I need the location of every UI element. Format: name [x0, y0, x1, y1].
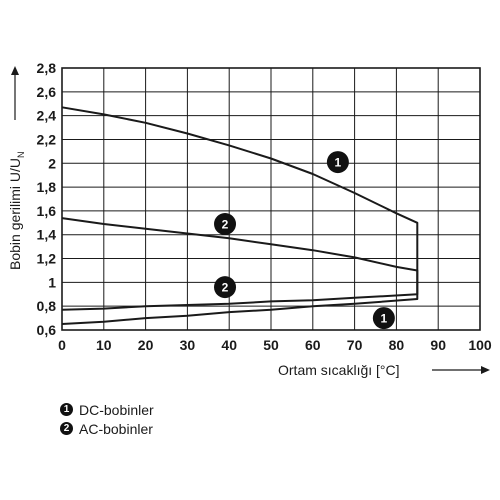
y-tick-label: 2: [48, 155, 56, 171]
svg-text:Bobin gerilimi U/UN: Bobin gerilimi U/UN: [7, 151, 26, 270]
legend-item-ac: 2 AC-bobinler: [60, 419, 154, 438]
y-tick-label: 1,2: [37, 251, 57, 267]
x-tick-label: 30: [180, 337, 196, 353]
y-tick-label: 0,6: [37, 322, 57, 338]
curve-marker-label: 1: [335, 156, 342, 170]
x-tick-label: 70: [347, 337, 363, 353]
x-tick-label: 20: [138, 337, 154, 353]
curve-marker-2: [214, 276, 237, 299]
x-tick-labels: 0 10 20 30 40 50 60 70 80 90 100: [58, 337, 492, 353]
series-line-2: [61, 217, 419, 311]
x-tick-label: 50: [263, 337, 279, 353]
y-tick-label: 1,6: [37, 203, 57, 219]
y-tick-label: 1: [48, 274, 56, 290]
curve-marker-label: 2: [222, 281, 229, 295]
y-tick-label: 2,8: [37, 60, 57, 76]
y-tick-label: 0,8: [37, 298, 57, 314]
x-tick-label: 0: [58, 337, 66, 353]
curve-marker-label: 2: [222, 218, 229, 232]
y-axis-title-subscript: N: [16, 151, 26, 158]
legend: 1 DC-bobinler 2 AC-bobinler: [60, 400, 154, 438]
x-tick-label: 10: [96, 337, 112, 353]
y-tick-label: 2,2: [37, 131, 57, 147]
y-axis-title: Bobin gerilimi U/UN: [7, 151, 26, 270]
legend-label-dc: DC-bobinler: [79, 401, 154, 418]
x-tick-label: 80: [389, 337, 405, 353]
curve-marker-label: 1: [381, 312, 388, 326]
x-tick-label: 40: [221, 337, 237, 353]
y-tick-label: 1,8: [37, 179, 57, 195]
curve-marker-2: [214, 213, 237, 236]
plot-frame: [61, 67, 481, 331]
y-axis-arrow-head: [11, 66, 19, 75]
curve-marker-1: [326, 151, 349, 174]
series-lines: [61, 106, 419, 325]
y-tick-label: 1,4: [37, 227, 57, 243]
x-tick-label: 100: [468, 337, 492, 353]
curve-markers: 1 2 2 1: [214, 151, 395, 330]
y-tick-label: 2,4: [37, 108, 57, 124]
x-axis-title: Ortam sıcaklığı [°C]: [278, 362, 400, 378]
legend-marker-1: 1: [60, 403, 73, 416]
y-tick-label: 2,6: [37, 84, 57, 100]
y-tick-labels: 0,6 0,8 1 1,2 1,4 1,6 1,8 2 2,2 2,4 2,6 2,8: [37, 60, 57, 338]
y-axis-title-main: Bobin gerilimi U/U: [7, 158, 23, 270]
x-axis-arrow-head: [481, 366, 490, 374]
legend-marker-2: 2: [60, 422, 73, 435]
series-line-1: [61, 106, 419, 325]
grid: [61, 67, 481, 331]
curve-marker-1: [372, 307, 395, 330]
legend-label-ac: AC-bobinler: [79, 420, 153, 437]
x-tick-label: 90: [430, 337, 446, 353]
x-tick-label: 60: [305, 337, 321, 353]
legend-item-dc: 1 DC-bobinler: [60, 400, 154, 419]
